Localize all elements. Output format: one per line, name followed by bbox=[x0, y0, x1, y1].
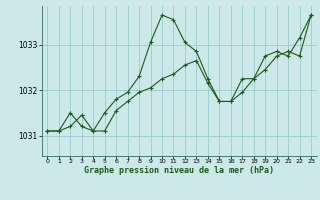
X-axis label: Graphe pression niveau de la mer (hPa): Graphe pression niveau de la mer (hPa) bbox=[84, 166, 274, 175]
